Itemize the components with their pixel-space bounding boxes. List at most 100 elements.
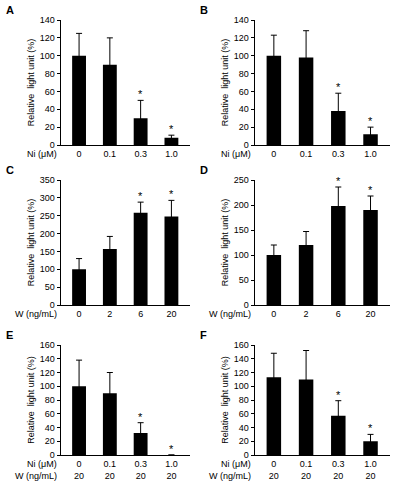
svg-text:20: 20 — [45, 436, 55, 446]
svg-text:40: 40 — [239, 104, 249, 114]
svg-text:*: * — [169, 443, 174, 455]
svg-text:150: 150 — [234, 225, 249, 235]
svg-text:40: 40 — [45, 423, 55, 433]
svg-text:80: 80 — [239, 69, 249, 79]
svg-text:*: * — [169, 188, 174, 200]
svg-text:60: 60 — [45, 87, 55, 97]
svg-text:0.320: 0.320 — [134, 459, 147, 481]
svg-text:140: 140 — [234, 15, 249, 25]
svg-text:E: E — [6, 329, 13, 341]
svg-text:W (ng/mL): W (ng/mL) — [15, 471, 57, 481]
svg-text:2: 2 — [107, 309, 112, 319]
svg-text:100: 100 — [234, 51, 249, 61]
svg-text:Relative light unit (%): Relative light unit (%) — [220, 356, 230, 444]
svg-text:0: 0 — [50, 140, 55, 150]
svg-text:0: 0 — [271, 149, 276, 159]
svg-text:0: 0 — [77, 149, 82, 159]
svg-text:200: 200 — [40, 229, 55, 239]
svg-text:F: F — [200, 329, 207, 341]
svg-text:0.1: 0.1 — [300, 149, 313, 159]
svg-text:0.3: 0.3 — [332, 149, 345, 159]
svg-text:2: 2 — [304, 309, 309, 319]
svg-text:1.020: 1.020 — [165, 459, 178, 481]
svg-text:Ni (μM): Ni (μM) — [27, 149, 57, 159]
svg-text:1.0: 1.0 — [165, 149, 178, 159]
svg-text:120: 120 — [234, 368, 249, 378]
svg-text:20: 20 — [239, 436, 249, 446]
svg-text:20: 20 — [366, 309, 376, 319]
svg-text:80: 80 — [45, 395, 55, 405]
svg-text:0: 0 — [271, 309, 276, 319]
svg-text:*: * — [138, 411, 143, 423]
svg-text:120: 120 — [234, 33, 249, 43]
svg-text:100: 100 — [40, 264, 55, 274]
svg-text:60: 60 — [239, 409, 249, 419]
svg-text:D: D — [200, 164, 208, 176]
svg-text:100: 100 — [234, 381, 249, 391]
svg-text:020: 020 — [269, 459, 279, 481]
svg-text:20: 20 — [45, 122, 55, 132]
svg-text:0.3: 0.3 — [134, 149, 147, 159]
svg-text:60: 60 — [239, 87, 249, 97]
svg-text:1.0: 1.0 — [364, 149, 377, 159]
svg-text:Ni (μM): Ni (μM) — [221, 149, 251, 159]
svg-text:120: 120 — [40, 33, 55, 43]
svg-text:250: 250 — [234, 175, 249, 185]
svg-text:250: 250 — [40, 211, 55, 221]
svg-text:20: 20 — [239, 122, 249, 132]
svg-text:W (ng/mL): W (ng/mL) — [15, 309, 57, 319]
svg-text:50: 50 — [239, 275, 249, 285]
svg-text:0.320: 0.320 — [332, 459, 345, 481]
svg-text:*: * — [336, 389, 341, 401]
svg-text:50: 50 — [45, 282, 55, 292]
svg-text:B: B — [200, 4, 208, 16]
svg-text:Relative light unit (%): Relative light unit (%) — [26, 39, 36, 127]
svg-text:100: 100 — [40, 381, 55, 391]
svg-text:120: 120 — [40, 368, 55, 378]
svg-text:6: 6 — [336, 309, 341, 319]
svg-text:C: C — [6, 164, 14, 176]
svg-text:Relative light unit (%): Relative light unit (%) — [26, 199, 36, 287]
svg-text:140: 140 — [40, 354, 55, 364]
svg-text:150: 150 — [40, 247, 55, 257]
svg-text:Ni (μM): Ni (μM) — [27, 459, 57, 469]
svg-text:0.120: 0.120 — [104, 459, 117, 481]
svg-text:Relative light unit (%): Relative light unit (%) — [26, 356, 36, 444]
svg-text:0.1: 0.1 — [104, 149, 117, 159]
svg-text:Relative light unit (%): Relative light unit (%) — [220, 199, 230, 287]
svg-text:100: 100 — [234, 250, 249, 260]
svg-text:100: 100 — [40, 51, 55, 61]
svg-text:20: 20 — [166, 309, 176, 319]
svg-text:*: * — [169, 123, 174, 135]
svg-text:*: * — [138, 190, 143, 202]
svg-text:160: 160 — [234, 340, 249, 350]
svg-text:140: 140 — [40, 15, 55, 25]
svg-text:6: 6 — [138, 309, 143, 319]
svg-text:Relative light unit (%): Relative light unit (%) — [220, 39, 230, 127]
svg-text:0: 0 — [244, 140, 249, 150]
svg-text:0: 0 — [50, 300, 55, 310]
svg-text:0: 0 — [244, 300, 249, 310]
svg-text:300: 300 — [40, 193, 55, 203]
svg-text:80: 80 — [239, 395, 249, 405]
svg-text:0.120: 0.120 — [300, 459, 313, 481]
svg-text:1.020: 1.020 — [364, 459, 377, 481]
svg-text:0: 0 — [244, 450, 249, 460]
svg-text:W (ng/mL): W (ng/mL) — [209, 471, 251, 481]
svg-text:*: * — [368, 184, 373, 196]
svg-text:350: 350 — [40, 175, 55, 185]
svg-text:A: A — [6, 4, 14, 16]
svg-text:Ni (μM): Ni (μM) — [221, 459, 251, 469]
svg-text:60: 60 — [45, 409, 55, 419]
svg-text:*: * — [336, 175, 341, 187]
svg-text:200: 200 — [234, 200, 249, 210]
svg-text:020: 020 — [74, 459, 84, 481]
svg-text:40: 40 — [45, 104, 55, 114]
svg-text:160: 160 — [40, 340, 55, 350]
svg-text:140: 140 — [234, 354, 249, 364]
svg-text:*: * — [138, 88, 143, 100]
svg-text:40: 40 — [239, 423, 249, 433]
svg-text:*: * — [368, 422, 373, 434]
svg-text:80: 80 — [45, 69, 55, 79]
svg-text:*: * — [336, 81, 341, 93]
